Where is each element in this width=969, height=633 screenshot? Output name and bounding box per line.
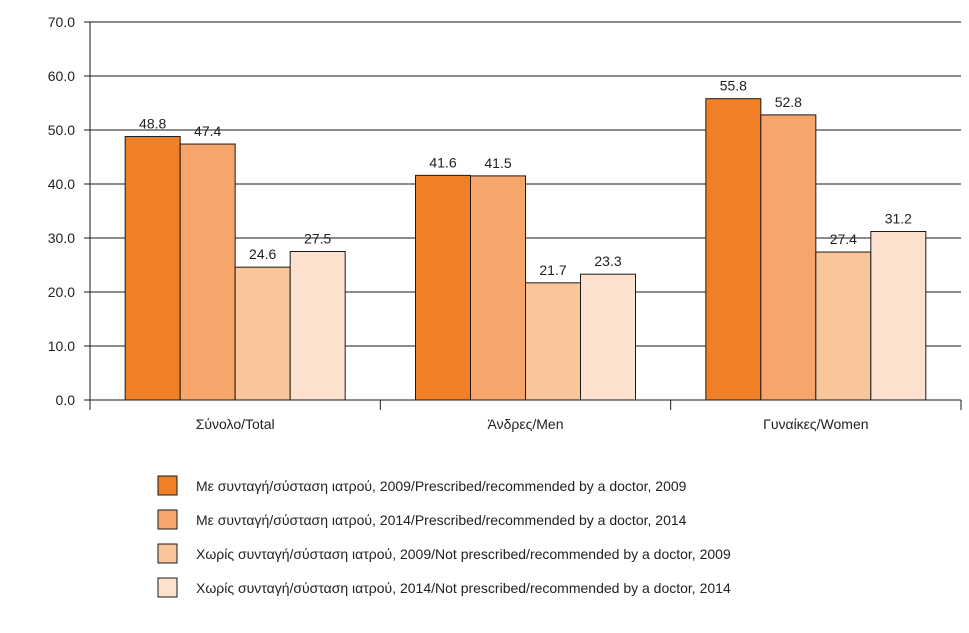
data-label: 55.8 bbox=[720, 78, 747, 94]
data-label: 27.5 bbox=[304, 231, 331, 247]
data-label: 21.7 bbox=[539, 262, 566, 278]
legend-label: Χωρίς συνταγή/σύσταση ιατρού, 2009/Not p… bbox=[196, 546, 731, 562]
y-tick-label: 50.0 bbox=[48, 122, 75, 138]
bar bbox=[179, 143, 236, 401]
data-label: 24.6 bbox=[249, 246, 276, 262]
y-tick-label: 20.0 bbox=[48, 284, 75, 300]
data-label: 52.8 bbox=[775, 94, 802, 110]
data-label: 47.4 bbox=[194, 123, 221, 139]
legend-swatch bbox=[157, 475, 178, 496]
legend-swatch bbox=[157, 509, 178, 530]
legend-label: Με συνταγή/σύσταση ιατρού, 2009/Prescrib… bbox=[196, 478, 687, 494]
bar bbox=[124, 135, 181, 401]
bar bbox=[525, 282, 581, 401]
data-label: 23.3 bbox=[594, 253, 621, 269]
category-label: Σύνολο/Total bbox=[196, 416, 275, 432]
data-label: 27.4 bbox=[830, 231, 857, 247]
y-tick-label: 30.0 bbox=[48, 230, 75, 246]
bar bbox=[760, 114, 817, 401]
bar bbox=[580, 273, 636, 401]
category-label: Γυναίκες/Women bbox=[763, 416, 868, 432]
y-tick-label: 10.0 bbox=[48, 338, 75, 354]
legend-label: Με συνταγή/σύσταση ιατρού, 2014/Prescrib… bbox=[196, 512, 687, 528]
data-label: 41.5 bbox=[484, 155, 511, 171]
bar bbox=[705, 98, 762, 401]
legend-label: Χωρίς συνταγή/σύσταση ιατρού, 2014/Not p… bbox=[196, 580, 731, 596]
y-tick-label: 40.0 bbox=[48, 176, 75, 192]
data-label: 41.6 bbox=[429, 154, 456, 170]
data-label: 48.8 bbox=[139, 115, 166, 131]
bar bbox=[289, 251, 346, 401]
y-tick-label: 0.0 bbox=[56, 392, 76, 408]
bar bbox=[470, 175, 526, 401]
y-tick-label: 70.0 bbox=[48, 14, 75, 30]
bar bbox=[415, 174, 471, 401]
category-label: Άνδρες/Men bbox=[488, 416, 564, 432]
bar bbox=[234, 266, 291, 401]
y-tick-label: 60.0 bbox=[48, 68, 75, 84]
legend-swatch bbox=[157, 543, 178, 564]
legend-swatch bbox=[157, 577, 178, 598]
bar bbox=[870, 231, 927, 401]
data-label: 31.2 bbox=[885, 211, 912, 227]
bar bbox=[815, 251, 872, 401]
